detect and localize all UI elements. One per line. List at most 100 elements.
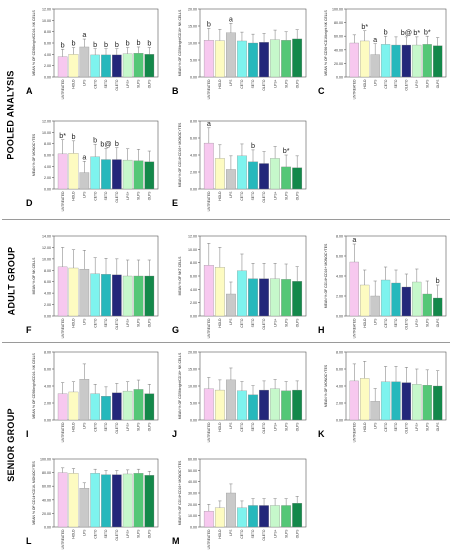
- bar: [270, 158, 280, 190]
- bar: [226, 32, 236, 78]
- bar: [203, 142, 214, 190]
- bar: [226, 492, 236, 528]
- x-tick-label: OLPS: [295, 318, 299, 328]
- bar: [79, 379, 90, 421]
- bar: [391, 381, 401, 421]
- y-tick-label: 0.00: [190, 76, 197, 80]
- x-tick-label: HOLD: [72, 79, 76, 89]
- x-tick-label: SETO: [251, 422, 255, 431]
- x-tick-label: LPS: [83, 422, 87, 429]
- x-tick-label: SLPS: [284, 79, 288, 88]
- x-tick-label: OLETO: [115, 529, 119, 541]
- x-tick-label: CETO: [240, 529, 244, 539]
- bar: [248, 278, 258, 317]
- x-tick-label: CETO: [240, 422, 244, 432]
- significance-label: b*: [361, 22, 368, 31]
- bar: [281, 166, 292, 190]
- y-tick-label: 8.00: [336, 235, 343, 239]
- bar: [214, 40, 225, 78]
- y-tick-label: 60.00: [42, 485, 51, 489]
- group-label-adult: ADULT GROUP: [6, 246, 17, 316]
- bar: [122, 473, 133, 528]
- y-tick-label: 5.00: [190, 59, 197, 63]
- x-tick-label: SLPS: [425, 79, 429, 88]
- significance-label: b: [104, 40, 108, 49]
- bar: [68, 391, 79, 421]
- x-tick-label: HOLD: [218, 191, 222, 201]
- y-axis-label: MEAN % OF NK CELLS: [32, 257, 36, 294]
- bar: [237, 507, 247, 528]
- bar: [79, 172, 90, 190]
- y-tick-label: 20.00: [334, 62, 343, 66]
- bar: [203, 265, 214, 317]
- y-tick-label: 40.00: [188, 480, 197, 484]
- y-tick-label: 0.00: [336, 315, 343, 319]
- y-tick-label: 0.00: [336, 76, 343, 80]
- y-tick-label: 0.00: [190, 188, 197, 192]
- bar: [133, 389, 144, 421]
- x-tick-label: SLPS: [137, 422, 141, 431]
- bar: [57, 56, 68, 78]
- bar: [259, 42, 269, 78]
- bar: [433, 297, 443, 317]
- x-tick-label: LPS: [83, 79, 87, 86]
- bar: [380, 381, 391, 421]
- y-axis-label: MEAN % OF CD14+CD16+ MONOCYTES: [178, 460, 182, 525]
- bar: [133, 53, 144, 78]
- y-tick-label: 2.00: [44, 303, 51, 307]
- x-tick-label: OLETO: [115, 422, 119, 434]
- panel-letter: J: [172, 429, 177, 439]
- bar: [144, 161, 155, 190]
- bar: [401, 382, 412, 421]
- bar: [360, 40, 370, 78]
- chart-panel-i: 0.00 2.00 4.00 6.00 8.00 MEAN % OF CD56bright…: [24, 348, 162, 442]
- bar: [90, 156, 100, 190]
- bar: [133, 160, 144, 190]
- y-tick-label: 2.00: [336, 295, 343, 299]
- x-tick-label: UNTREATED: [61, 318, 65, 339]
- panel-letter: K: [318, 429, 325, 439]
- panel-letter: B: [172, 86, 179, 96]
- bar: [226, 293, 236, 317]
- x-tick-label: OLETO: [115, 79, 119, 91]
- bar: [248, 42, 258, 78]
- y-tick-label: 4.00: [336, 385, 343, 389]
- bar: [112, 54, 122, 78]
- y-tick-label: 14.00: [42, 235, 51, 239]
- bar: [214, 267, 225, 317]
- bar: [203, 388, 214, 421]
- x-tick-label: HOLD: [218, 422, 222, 432]
- bar: [281, 279, 292, 317]
- bar: [292, 389, 303, 421]
- chart-panel-k: 0.00 2.00 4.00 6.00 8.00 MEAN % OF MONOCYTES U…: [316, 348, 450, 442]
- x-tick-label: LPS+: [273, 191, 277, 199]
- x-tick-label: CETO: [240, 318, 244, 328]
- significance-label: b@: [401, 28, 412, 37]
- bar: [401, 44, 412, 78]
- x-tick-label: UNTREATED: [207, 191, 211, 212]
- significance-label: b*: [424, 27, 431, 36]
- x-tick-label: OLPS: [295, 79, 299, 89]
- y-axis-label: MEAN % OF CD56bright/CD16- NK CELLS: [32, 9, 36, 75]
- bar: [101, 474, 111, 528]
- bar: [248, 161, 258, 190]
- significance-label: b*: [283, 146, 290, 155]
- x-tick-label: SLPS: [284, 318, 288, 327]
- bar: [144, 54, 155, 78]
- x-tick-label: LPS: [373, 79, 377, 86]
- y-tick-label: 2.00: [190, 301, 197, 305]
- x-tick-label: OLETO: [115, 318, 119, 330]
- bar: [237, 390, 247, 421]
- y-tick-label: 12.00: [42, 120, 51, 124]
- x-tick-label: CETO: [384, 79, 388, 89]
- x-tick-label: LPS+: [273, 422, 277, 430]
- bar: [144, 475, 155, 528]
- y-tick-label: 6.00: [44, 368, 51, 372]
- x-tick-label: LPS: [229, 191, 233, 198]
- bar: [433, 45, 443, 78]
- x-tick-label: LPS: [83, 191, 87, 198]
- bar: [226, 379, 236, 421]
- chart-panel-d: 0.00 2.00 4.00 6.00 8.00 10.00 12.00 MEAN % OF …: [24, 117, 162, 211]
- significance-label: b: [93, 40, 97, 49]
- x-tick-label: OLPS: [148, 318, 152, 328]
